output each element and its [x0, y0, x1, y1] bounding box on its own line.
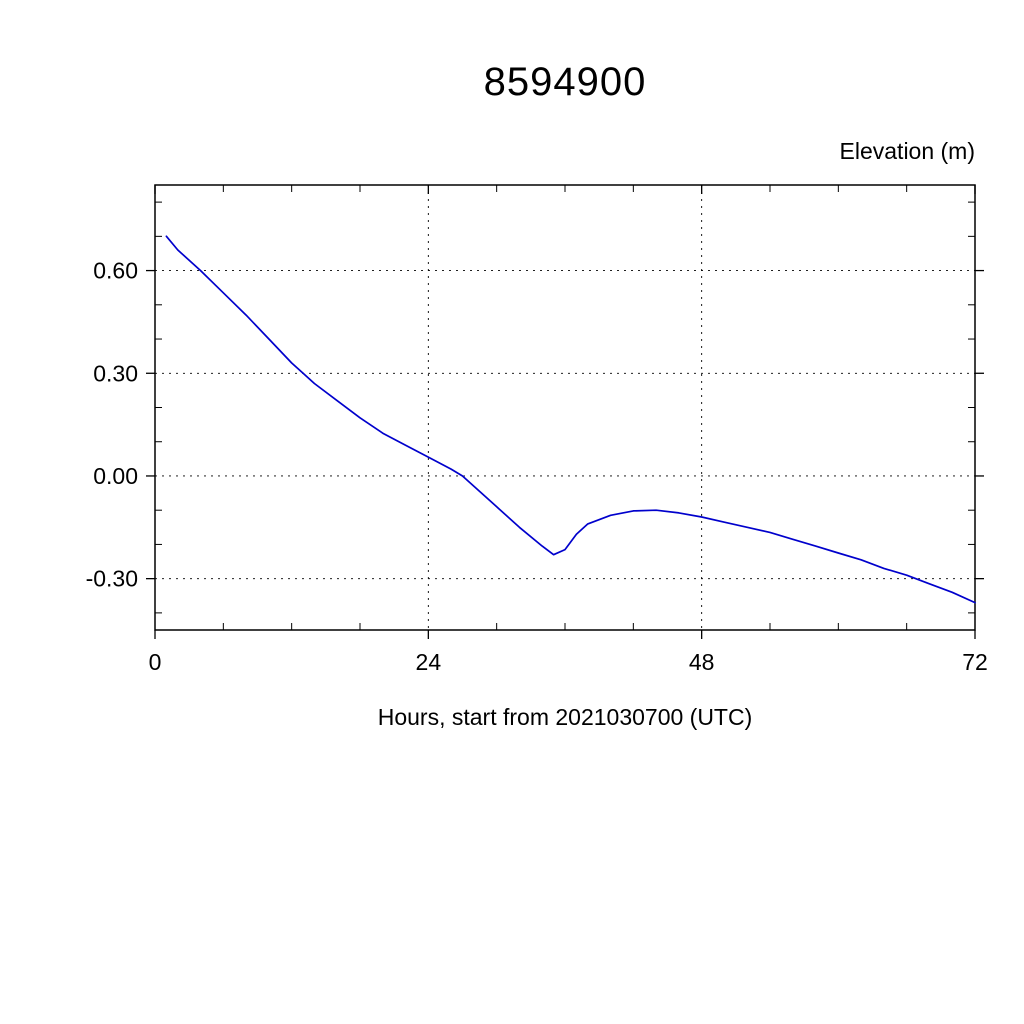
x-tick-label: 48	[689, 649, 715, 675]
y-tick-label: 0.30	[93, 360, 138, 386]
x-tick-label: 0	[149, 649, 162, 675]
plot-frame	[154, 184, 976, 631]
chart-title: 8594900	[483, 60, 647, 104]
x-tick-label: 72	[962, 649, 988, 675]
y-tick-label: 0.00	[93, 463, 138, 489]
x-tick-label: 24	[416, 649, 442, 675]
elevation-line	[165, 235, 976, 604]
y-tick-label: -0.30	[86, 566, 138, 592]
y-tick-label: 0.60	[93, 258, 138, 284]
y-axis-title: Elevation (m)	[839, 138, 975, 164]
x-axis-title: Hours, start from 2021030700 (UTC)	[377, 704, 753, 730]
